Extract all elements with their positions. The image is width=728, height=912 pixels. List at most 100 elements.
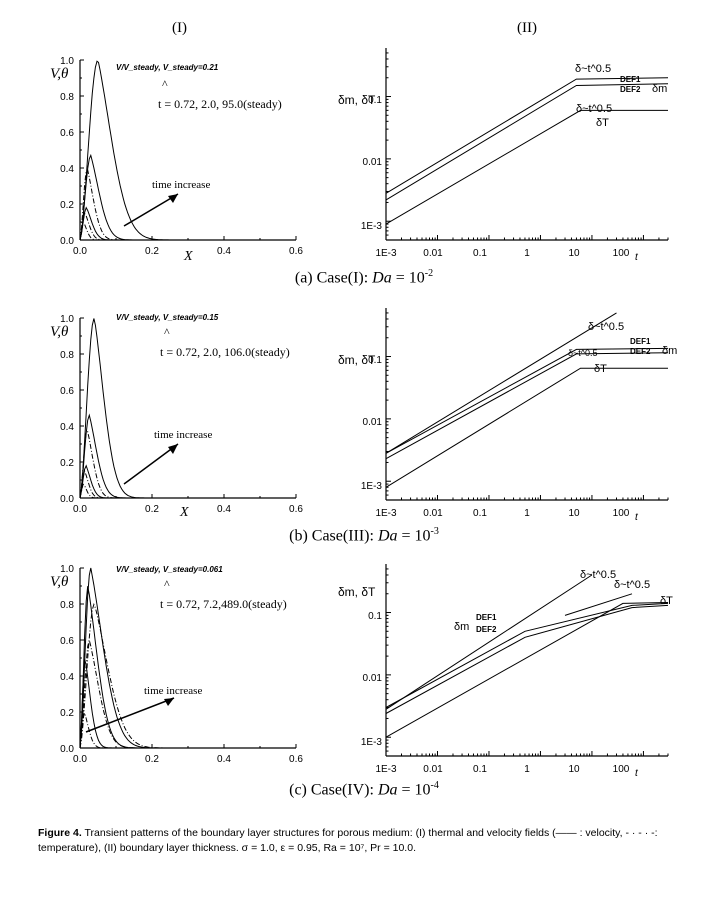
- annot-time-c: time increase: [144, 685, 202, 697]
- ytick-b-1: 0.2: [60, 458, 74, 469]
- rxtick-b-5: 100: [613, 508, 630, 519]
- annot-vsteady-a: V/V_steady, V_steady=0.21: [116, 63, 219, 72]
- xtick-b-0: 0.0: [73, 504, 87, 515]
- ytick-labels-b: 0.0 0.2 0.4 0.6 0.8 1.0: [60, 314, 74, 505]
- profile-curve-c-3: [79, 602, 296, 749]
- xtick-c-1: 0.2: [145, 754, 159, 765]
- rxtick-b-1: 0.01: [423, 508, 443, 519]
- profile-curve-c-5: [79, 711, 296, 749]
- rytick-a-2: 0.1: [368, 95, 382, 106]
- annot-r-b-5: δT: [594, 363, 607, 375]
- rxtick-a-2: 0.1: [473, 248, 487, 259]
- annot-r-b-0: δ~t^0.5: [588, 321, 624, 333]
- xlabel-b: X: [179, 505, 189, 520]
- arrow-line-c: [85, 697, 175, 733]
- ylabel-c: V,θ: [50, 574, 69, 590]
- thickness-curve-b-1: [385, 352, 669, 460]
- rxtick-a-1: 0.01: [423, 248, 443, 259]
- axes-r-c: [385, 564, 669, 757]
- annot-t-a: t = 0.72, 2.0, 95.0(steady): [158, 97, 282, 111]
- xtick-c-3: 0.6: [289, 754, 303, 765]
- case-exp-b: -3: [430, 526, 439, 537]
- curves-b: [79, 318, 296, 499]
- ytick-b-5: 1.0: [60, 314, 74, 325]
- thickness-curve-a-1: [385, 83, 669, 201]
- ytick-a-3: 0.6: [60, 128, 74, 139]
- ytick-c-0: 0.0: [60, 744, 74, 755]
- ytick-c-4: 0.8: [60, 600, 74, 611]
- annot-r-a-3: δm: [652, 83, 667, 95]
- thickness-curve-c-1: [385, 604, 669, 714]
- thickness-curve-a-0: [385, 77, 669, 194]
- annot-r-a-2: DEF2: [620, 85, 641, 94]
- case-eq-b: = 10: [397, 527, 431, 545]
- annot-r-b-2: DEF2: [630, 347, 651, 356]
- thickness-curve-b-0: [385, 347, 669, 454]
- xlabel-a: X: [183, 249, 193, 264]
- rytick-a-1: 0.01: [363, 157, 383, 168]
- annot-r-a-4: δ~t^0.5: [576, 103, 612, 115]
- xtick-a-3: 0.6: [289, 246, 303, 257]
- xtick-a-2: 0.4: [217, 246, 231, 257]
- thickness-curve-c-3: [385, 574, 593, 710]
- annot-r-a-5: δT: [596, 117, 609, 129]
- curves-c: [79, 567, 296, 749]
- ytick-a-1: 0.2: [60, 200, 74, 211]
- figure-caption-label: Figure 4.: [38, 827, 82, 839]
- column-header-left: (I): [172, 20, 187, 36]
- rxtick-c-4: 10: [568, 764, 580, 775]
- thickness-curve-b-3: [385, 312, 617, 454]
- annot-time-b: time increase: [154, 429, 212, 441]
- ytick-b-2: 0.4: [60, 422, 74, 433]
- rytick-c-1: 0.01: [363, 673, 383, 684]
- ylabel-r-c: δm, δT: [338, 585, 376, 599]
- profile-chart-a: V,θ 0.0 0.2 0.4 0.6 0.8 1.0 0.0 0.2 0.4 …: [50, 56, 303, 264]
- rytick-b-1: 0.01: [363, 417, 383, 428]
- ytick-c-2: 0.4: [60, 672, 74, 683]
- rytick-b-2: 0.1: [368, 355, 382, 366]
- case-eq-a: = 10: [391, 269, 425, 287]
- rxtick-b-3: 1: [524, 508, 530, 519]
- annot-r-a-1: DEF1: [620, 75, 641, 84]
- case-exp-a: -2: [424, 268, 434, 279]
- case-da-b: Da: [377, 527, 398, 545]
- annot-r-c-2: δm: [454, 621, 469, 633]
- curves-a: [79, 60, 296, 241]
- logy-labels-b: 1E-3 0.01 0.1: [361, 355, 383, 492]
- rxtick-b-2: 0.1: [473, 508, 487, 519]
- annot-r-c-1: δ~t^0.5: [614, 579, 650, 591]
- annot-t-b: t = 0.72, 2.0, 106.0(steady): [160, 345, 290, 359]
- thickness-chart-a: δm, δT t 1E-3 0.01 0.1 1E-3 0.01 0.1 1 1…: [338, 48, 669, 263]
- profile-curve-a-2: [79, 206, 296, 241]
- xtick-a-0: 0.0: [73, 246, 87, 257]
- thickness-chart-c: δm, δT t 1E-3 0.01 0.1 1E-3 0.01 0.1 1 1…: [338, 564, 673, 779]
- case-prefix-c: (c) Case(IV):: [289, 781, 374, 799]
- ylabel-r-a: δm, δT: [338, 93, 376, 107]
- ytick-a-2: 0.4: [60, 164, 74, 175]
- annot-r-c-4: DEF2: [476, 625, 497, 634]
- thickness-curve-a-2: [385, 109, 668, 225]
- axes-a: [79, 59, 297, 241]
- ytick-labels-c: 0.0 0.2 0.4 0.6 0.8 1.0: [60, 564, 74, 755]
- ylabel-r-b: δm, δT: [338, 353, 376, 367]
- ytick-c-3: 0.6: [60, 636, 74, 647]
- xtick-labels-c: 0.0 0.2 0.4 0.6: [73, 754, 303, 765]
- case-exp-c: -4: [430, 780, 439, 791]
- case-caption-a: (a) Case(I): Da = 10-2: [0, 268, 728, 287]
- thickness-chart-b: δm, δT t 1E-3 0.01 0.1 1E-3 0.01 0.1 1 1…: [338, 308, 677, 523]
- rxtick-a-0: 1E-3: [375, 248, 397, 259]
- logx-labels-a: 1E-3 0.01 0.1 1 10 100: [375, 248, 629, 259]
- rytick-b-0: 1E-3: [361, 481, 383, 492]
- annot-r-b-3: δm: [662, 345, 677, 357]
- ytick-b-4: 0.8: [60, 350, 74, 361]
- ytick-a-4: 0.8: [60, 92, 74, 103]
- annot-r-c-3: DEF1: [476, 613, 497, 622]
- arrow-head-b: [168, 444, 178, 454]
- xtick-a-1: 0.2: [145, 246, 159, 257]
- annot-r-a-0: δ~t^0.5: [575, 63, 611, 75]
- rxtick-b-4: 10: [568, 508, 580, 519]
- ytick-a-0: 0.0: [60, 236, 74, 247]
- curves-r-c: [385, 574, 669, 738]
- arrow-line-a: [123, 193, 179, 227]
